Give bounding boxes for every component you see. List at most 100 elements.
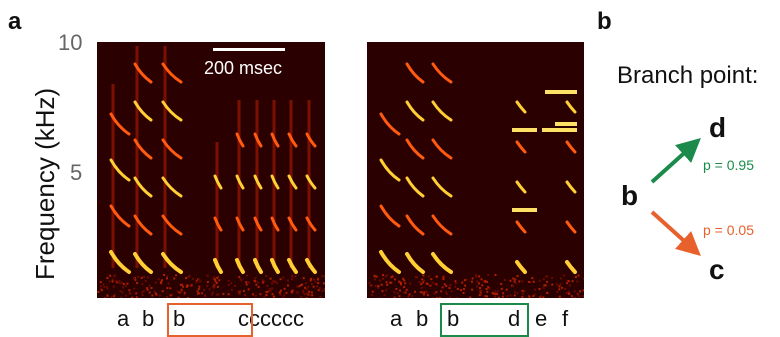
noise-speck bbox=[151, 295, 153, 297]
noise-speck bbox=[245, 281, 247, 283]
noise-speck bbox=[371, 294, 373, 296]
noise-speck bbox=[244, 294, 246, 296]
noise-speck bbox=[543, 287, 545, 289]
noise-speck bbox=[246, 284, 248, 286]
noise-speck bbox=[398, 281, 400, 283]
noise-speck bbox=[318, 289, 320, 291]
noise-speck bbox=[556, 291, 558, 293]
noise-speck bbox=[559, 296, 561, 298]
noise-speck bbox=[434, 293, 436, 295]
noise-speck bbox=[185, 277, 187, 279]
noise-speck bbox=[285, 292, 287, 294]
noise-speck bbox=[445, 285, 447, 287]
noise-speck bbox=[419, 281, 421, 283]
noise-speck bbox=[455, 282, 457, 284]
noise-speck bbox=[369, 285, 371, 287]
scale-bar bbox=[213, 48, 285, 51]
noise-speck bbox=[531, 277, 533, 279]
noise-speck bbox=[248, 288, 250, 290]
harmonic-streak bbox=[517, 182, 525, 192]
noise-speck bbox=[404, 282, 406, 284]
noise-speck bbox=[475, 276, 477, 278]
noise-speck bbox=[283, 295, 285, 297]
noise-speck bbox=[471, 281, 473, 283]
noise-speck bbox=[449, 285, 451, 287]
noise-speck bbox=[422, 275, 424, 277]
noise-speck bbox=[375, 285, 377, 287]
noise-speck bbox=[495, 274, 497, 276]
noise-speck bbox=[479, 287, 481, 289]
noise-speck bbox=[258, 286, 260, 288]
noise-speck bbox=[141, 277, 143, 279]
noise-speck bbox=[559, 283, 561, 285]
noise-speck bbox=[125, 295, 127, 297]
noise-speck bbox=[114, 275, 116, 277]
noise-speck bbox=[130, 293, 132, 295]
noise-speck bbox=[166, 276, 168, 278]
noise-speck bbox=[451, 290, 453, 292]
noise-speck bbox=[101, 289, 103, 291]
noise-speck bbox=[431, 297, 433, 298]
noise-speck bbox=[577, 294, 579, 296]
harmonic-streak bbox=[567, 262, 575, 272]
noise-speck bbox=[486, 295, 488, 297]
noise-speck bbox=[204, 294, 206, 296]
noise-speck bbox=[382, 278, 384, 280]
noise-speck bbox=[102, 284, 104, 286]
noise-speck bbox=[269, 288, 271, 290]
noise-speck bbox=[127, 283, 129, 285]
harmonic-streak bbox=[567, 102, 575, 112]
noise-speck bbox=[265, 294, 267, 296]
noise-speck bbox=[545, 276, 547, 278]
noise-speck bbox=[551, 284, 553, 286]
noise-speck bbox=[321, 275, 323, 277]
noise-speck bbox=[214, 278, 216, 280]
noise-speck bbox=[408, 295, 410, 297]
noise-speck bbox=[399, 295, 401, 297]
noise-speck bbox=[303, 277, 305, 279]
noise-speck bbox=[504, 279, 506, 281]
noise-speck bbox=[154, 291, 156, 293]
noise-speck bbox=[559, 285, 561, 287]
harmonic-streak bbox=[567, 222, 575, 232]
noise-speck bbox=[280, 290, 282, 292]
noise-speck bbox=[379, 297, 381, 298]
noise-speck bbox=[323, 282, 325, 284]
noise-speck bbox=[106, 286, 108, 288]
harmonic-streak bbox=[433, 216, 451, 234]
noise-speck bbox=[104, 297, 106, 298]
syllable-label: f bbox=[562, 306, 568, 332]
noise-speck bbox=[231, 289, 233, 291]
noise-speck bbox=[303, 292, 305, 294]
noise-speck bbox=[254, 280, 256, 282]
harmonic-streak bbox=[407, 216, 423, 234]
branch-box-2 bbox=[440, 303, 529, 337]
noise-speck bbox=[197, 290, 199, 292]
noise-speck bbox=[443, 278, 445, 280]
noise-speck bbox=[560, 277, 562, 279]
noise-speck bbox=[100, 285, 102, 287]
arrow-up bbox=[652, 146, 692, 182]
noise-speck bbox=[270, 278, 272, 280]
noise-speck bbox=[311, 283, 313, 285]
noise-speck bbox=[179, 292, 181, 294]
noise-speck bbox=[266, 285, 268, 287]
noise-speck bbox=[311, 294, 313, 296]
noise-speck bbox=[564, 288, 566, 290]
noise-speck bbox=[411, 295, 413, 297]
noise-speck bbox=[265, 291, 267, 293]
noise-speck bbox=[415, 276, 417, 278]
noise-speck bbox=[173, 278, 175, 280]
harmonic-streak bbox=[407, 140, 423, 158]
harmonic-streak bbox=[407, 102, 423, 120]
noise-speck bbox=[429, 285, 431, 287]
noise-speck bbox=[445, 291, 447, 293]
noise-speck bbox=[523, 290, 525, 292]
noise-speck bbox=[528, 296, 530, 298]
y-tick-5: 5 bbox=[70, 160, 82, 186]
noise-speck bbox=[454, 280, 456, 282]
noise-speck bbox=[480, 290, 482, 292]
noise-speck bbox=[476, 280, 478, 282]
noise-speck bbox=[420, 283, 422, 285]
noise-speck bbox=[500, 283, 502, 285]
